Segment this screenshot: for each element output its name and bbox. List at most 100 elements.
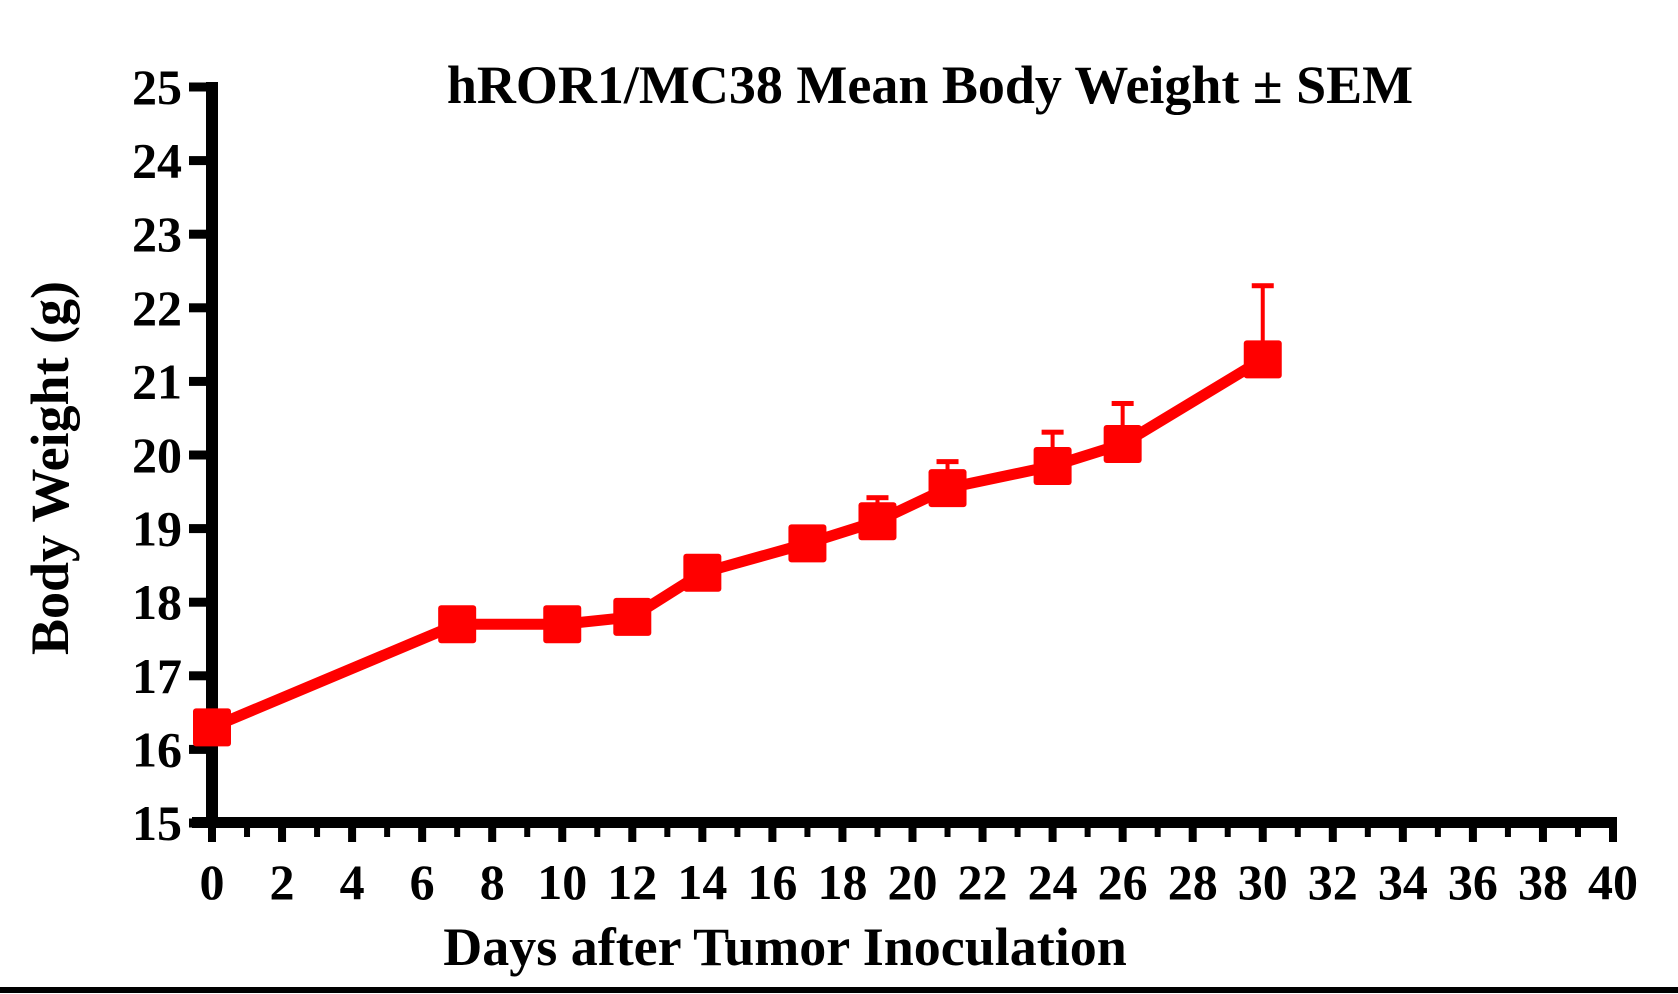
y-axis-tick-label: 20 bbox=[132, 427, 182, 483]
y-axis-tick bbox=[189, 82, 206, 92]
x-axis-minor-tick bbox=[1154, 828, 1161, 837]
y-axis-tick bbox=[189, 597, 206, 607]
x-axis-minor-tick bbox=[1014, 828, 1021, 837]
x-axis-minor-tick bbox=[524, 828, 531, 837]
x-axis-tick-label: 6 bbox=[410, 854, 435, 910]
y-axis-tick-label: 18 bbox=[132, 574, 182, 630]
x-axis-tick bbox=[1118, 828, 1127, 842]
x-axis-tick-label: 28 bbox=[1168, 854, 1218, 910]
data-point-marker-day-24 bbox=[1033, 447, 1072, 486]
x-axis-tick bbox=[1188, 828, 1197, 842]
chart-title: hROR1/MC38 Mean Body Weight ± SEM bbox=[446, 55, 1414, 115]
error-bar-cap bbox=[866, 495, 889, 501]
x-axis-minor-tick bbox=[594, 828, 601, 837]
x-axis-tick-label: 24 bbox=[1028, 854, 1078, 910]
x-axis-line bbox=[192, 817, 1617, 828]
x-axis-tick bbox=[768, 828, 777, 842]
x-axis-tick bbox=[978, 828, 987, 842]
x-axis-tick-label: 32 bbox=[1308, 854, 1358, 910]
x-axis-minor-tick bbox=[1574, 828, 1581, 837]
error-bar-cap bbox=[936, 459, 959, 465]
x-axis-minor-tick bbox=[664, 828, 671, 837]
data-point-marker-day-19 bbox=[858, 502, 897, 541]
x-axis-tick bbox=[278, 828, 287, 842]
x-axis-tick-label: 22 bbox=[958, 854, 1008, 910]
x-axis-tick bbox=[1048, 828, 1057, 842]
x-axis-tick-label: 30 bbox=[1238, 854, 1288, 910]
x-axis-tick-label: 38 bbox=[1518, 854, 1568, 910]
x-axis-tick bbox=[1398, 828, 1407, 842]
y-axis-line bbox=[206, 82, 218, 828]
x-axis-tick-label: 12 bbox=[607, 854, 657, 910]
y-axis-tick-label: 15 bbox=[132, 795, 182, 851]
x-axis-minor-tick bbox=[734, 828, 741, 837]
data-point-marker-day-12 bbox=[613, 597, 652, 636]
x-axis-tick bbox=[208, 828, 216, 842]
x-axis-minor-tick bbox=[1224, 828, 1231, 837]
x-axis-tick-label: 36 bbox=[1448, 854, 1498, 910]
series-line bbox=[209, 354, 1266, 733]
x-axis-minor-tick bbox=[244, 828, 251, 837]
x-axis-title: Days after Tumor Inoculation bbox=[443, 917, 1127, 977]
x-axis-tick-label: 10 bbox=[537, 854, 587, 910]
x-axis-tick-label: 16 bbox=[747, 854, 797, 910]
x-axis-tick bbox=[838, 828, 847, 842]
y-axis-tick bbox=[189, 671, 206, 681]
error-bar-cap bbox=[1041, 429, 1064, 435]
x-axis-minor-tick bbox=[1364, 828, 1371, 837]
x-axis-tick bbox=[418, 828, 427, 842]
x-axis-tick-label: 0 bbox=[200, 854, 225, 910]
data-point-marker-day-21 bbox=[928, 469, 967, 508]
x-axis-minor-tick bbox=[804, 828, 811, 837]
x-axis-minor-tick bbox=[384, 828, 391, 837]
data-point-marker-day-26 bbox=[1103, 424, 1142, 463]
x-axis-minor-tick bbox=[1294, 828, 1301, 837]
error-bar-stem bbox=[1120, 403, 1125, 444]
x-axis-tick bbox=[1538, 828, 1547, 842]
x-axis-tick-label: 4 bbox=[340, 854, 365, 910]
y-axis-tick bbox=[189, 156, 206, 166]
y-axis-tick bbox=[189, 524, 206, 534]
y-axis-tick bbox=[189, 744, 206, 754]
y-axis-tick bbox=[189, 818, 206, 828]
x-axis-minor-tick bbox=[1504, 828, 1511, 837]
x-axis-minor-tick bbox=[454, 828, 461, 837]
x-axis-tick bbox=[628, 828, 637, 842]
x-axis-minor-tick bbox=[1084, 828, 1091, 837]
x-axis-minor-tick bbox=[1434, 828, 1441, 837]
y-axis-tick-label: 19 bbox=[132, 501, 182, 557]
error-bar-cap bbox=[1251, 283, 1274, 289]
x-axis-tick bbox=[488, 828, 497, 842]
x-axis-tick bbox=[1258, 828, 1267, 842]
data-point-marker-day-7 bbox=[438, 605, 477, 644]
x-axis-tick bbox=[1468, 828, 1477, 842]
y-axis-tick-label: 17 bbox=[132, 648, 182, 704]
x-axis-minor-tick bbox=[314, 828, 321, 837]
error-bar-cap bbox=[1111, 400, 1134, 406]
y-axis-tick bbox=[189, 450, 206, 460]
x-axis-tick-label: 8 bbox=[480, 854, 505, 910]
x-axis-tick bbox=[698, 828, 707, 842]
x-axis-tick bbox=[908, 828, 917, 842]
x-axis-tick-label: 40 bbox=[1588, 854, 1638, 910]
x-axis-tick bbox=[348, 828, 357, 842]
data-point-marker-day-17 bbox=[788, 524, 827, 563]
error-bar-stem bbox=[1260, 285, 1265, 360]
y-axis-tick-label: 25 bbox=[132, 59, 182, 115]
data-point-marker-day-10 bbox=[543, 605, 582, 644]
x-axis-tick-label: 14 bbox=[677, 854, 727, 910]
figure-bottom-border bbox=[0, 987, 1678, 993]
x-axis-tick bbox=[558, 828, 567, 842]
data-point-marker-day-30 bbox=[1243, 340, 1282, 379]
y-axis-tick-label: 23 bbox=[132, 206, 182, 262]
data-point-marker-day-14 bbox=[683, 553, 722, 592]
y-axis-tick bbox=[189, 303, 206, 313]
x-axis-tick-label: 2 bbox=[270, 854, 295, 910]
y-axis-tick-label: 21 bbox=[132, 353, 182, 409]
y-axis-tick bbox=[189, 229, 206, 239]
x-axis-tick-label: 18 bbox=[817, 854, 867, 910]
x-axis-minor-tick bbox=[874, 828, 881, 837]
x-axis-tick bbox=[1328, 828, 1337, 842]
y-axis-tick-label: 22 bbox=[132, 280, 182, 336]
